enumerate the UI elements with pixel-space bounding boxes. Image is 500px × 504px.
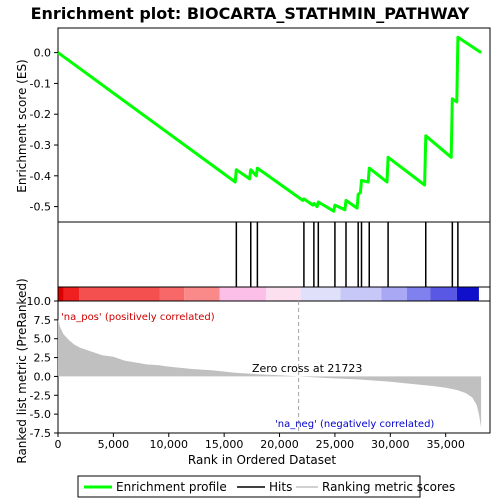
- chart-title: Enrichment plot: BIOCARTA_STATHMIN_PATHW…: [31, 4, 470, 23]
- color-bar-segment-12: [456, 287, 479, 301]
- positive-correlation-label: 'na_pos' (positively correlated): [61, 312, 215, 323]
- enrichment-profile-line: [57, 35, 482, 213]
- x-tick-label-6: 30,000: [371, 438, 410, 451]
- color-bar-segment-9: [381, 287, 407, 301]
- es-y-axis-label: Enrichment score (ES): [15, 59, 29, 192]
- x-tick-label-1: 5,000: [98, 438, 130, 451]
- ranked-metric-panel: 10.0 7.5 5.0 2.5 0.0 -2.5 -5.0 -7.5: [27, 295, 491, 440]
- color-bar-segment-1: [63, 287, 80, 301]
- color-bar-segment-2: [79, 287, 160, 301]
- legend-label-ranking-metric-scores: Ranking metric scores: [322, 480, 455, 494]
- metric-y-tick-label-4: 0.0: [34, 370, 52, 383]
- color-bar-segment-10: [406, 287, 431, 301]
- x-tick-label-2: 10,000: [150, 438, 189, 451]
- color-bar-segment-8: [340, 287, 382, 301]
- es-plot-area: [57, 27, 491, 223]
- es-y-tick-label-4: -0.4: [30, 170, 51, 183]
- metric-y-tick-label-2: 5.0: [34, 333, 52, 346]
- color-bar-segment-6: [266, 287, 301, 301]
- ranking-metric-area: [58, 319, 482, 428]
- ranking-color-bar: [57, 286, 491, 302]
- x-tick-label-5: 25,000: [316, 438, 355, 451]
- x-tick-label-0: 0: [55, 438, 62, 451]
- es-y-tick-label-1: -0.1: [30, 77, 51, 90]
- x-axis: 0 5,000 10,000 15,000 20,000 25,000 30,000 35,0…: [55, 433, 465, 451]
- legend-label-hits: Hits: [269, 480, 292, 494]
- color-bar-segment-5: [219, 287, 267, 301]
- es-y-tick-label-0: 0.0: [34, 47, 52, 60]
- legend: Enrichment profile Hits Ranking metric s…: [77, 475, 455, 498]
- es-y-tick-label-2: -0.2: [30, 108, 51, 121]
- x-tick-label-3: 15,000: [205, 438, 244, 451]
- metric-y-tick-label-3: 2.5: [34, 352, 52, 365]
- hits-panel: [57, 221, 491, 288]
- metric-y-tick-label-0: 10.0: [27, 295, 52, 308]
- x-tick-label-4: 20,000: [260, 438, 299, 451]
- metric-y-tick-label-6: -5.0: [30, 408, 51, 421]
- enrichment-score-panel: 0.0 -0.1 -0.2 -0.3 -0.4 -0.5: [30, 27, 491, 223]
- metric-y-tick-label-1: 7.5: [34, 314, 52, 327]
- color-bar-segment-3: [159, 287, 185, 301]
- negative-correlation-label: 'na_neg' (negatively correlated): [275, 419, 434, 430]
- color-bar-segment-7: [300, 287, 341, 301]
- x-tick-label-7: 35,000: [426, 438, 465, 451]
- metric-y-axis-label: Ranked list metric (PreRanked): [15, 278, 29, 463]
- metric-y-tick-label-7: -7.5: [30, 427, 51, 440]
- color-bar-segment-11: [430, 287, 457, 301]
- color-bar-segment-0: [58, 287, 64, 301]
- x-axis-label: Rank in Ordered Dataset: [188, 453, 336, 467]
- color-bar-segment-4: [184, 287, 220, 301]
- es-y-tick-label-3: -0.3: [30, 139, 51, 152]
- legend-label-enrichment-profile: Enrichment profile: [116, 480, 227, 494]
- zero-cross-label: Zero cross at 21723: [252, 362, 362, 375]
- es-y-tick-label-5: -0.5: [30, 201, 51, 214]
- metric-y-tick-label-5: -2.5: [30, 389, 51, 402]
